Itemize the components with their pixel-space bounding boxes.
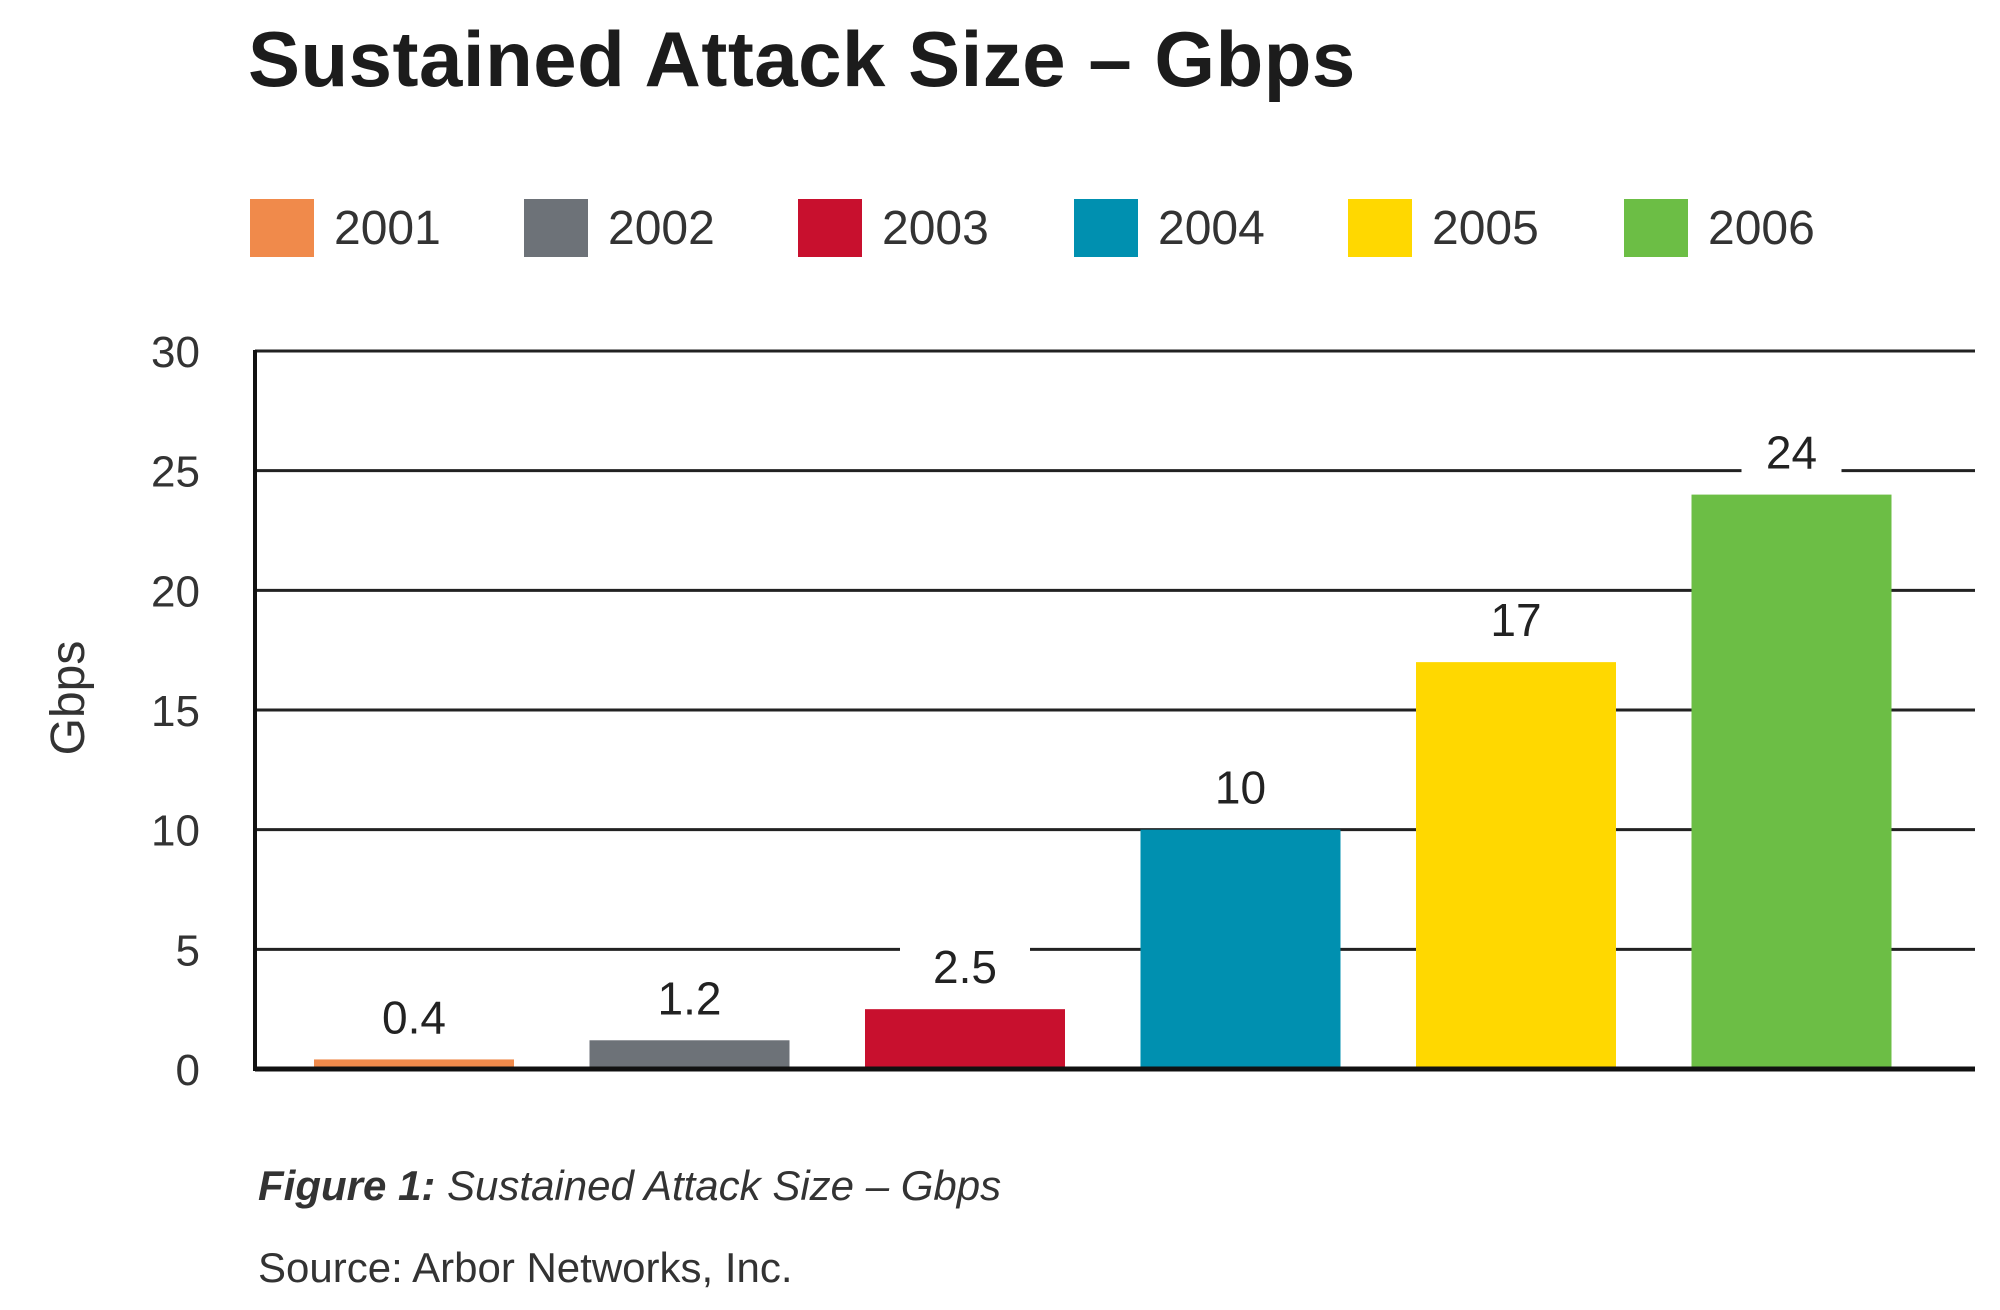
legend-label: 2004 — [1158, 201, 1265, 255]
y-tick-label: 10 — [151, 807, 200, 856]
bar-data-label: 24 — [1766, 427, 1817, 479]
legend-swatch — [524, 199, 588, 257]
bar-label-background — [624, 970, 755, 1025]
y-tick-label: 15 — [151, 687, 200, 736]
figure-number: Figure 1: — [258, 1162, 436, 1209]
y-tick-label: 0 — [176, 1046, 200, 1095]
legend-swatch — [1074, 199, 1138, 257]
y-axis-tick-labels: 0 5 10 15 20 25 30 — [151, 328, 200, 1095]
legend-swatch — [798, 199, 862, 257]
legend-label: 2005 — [1432, 201, 1539, 255]
bar-data-label: 0.4 — [382, 991, 446, 1043]
legend-item-2002: 2002 — [524, 196, 715, 260]
legend-label: 2006 — [1708, 201, 1815, 255]
bar-2001 — [314, 1059, 514, 1069]
axes — [253, 350, 1975, 1072]
legend-label: 2003 — [882, 201, 989, 255]
legend-label: 2002 — [608, 201, 715, 255]
legend-item-2004: 2004 — [1074, 196, 1265, 260]
figure-caption: Figure 1: Sustained Attack Size – Gbps — [258, 1162, 1001, 1210]
figure-caption-text: Sustained Attack Size – Gbps — [447, 1162, 1002, 1209]
bar-data-label: 2.5 — [933, 941, 997, 993]
legend-item-2003: 2003 — [798, 196, 989, 260]
gridlines — [255, 349, 1975, 951]
y-tick-label: 30 — [151, 328, 200, 377]
bar-label-background — [1466, 592, 1566, 647]
bar-2003 — [865, 1009, 1065, 1069]
bar-data-label: 17 — [1490, 594, 1541, 646]
bar-2006 — [1691, 494, 1892, 1070]
bar-chart: 0 5 10 15 20 25 30 0.4 1.2 2.5 10 17 24 Gbps — [42, 328, 1975, 1095]
legend-item-2001: 2001 — [250, 196, 441, 260]
legend-item-2005: 2005 — [1348, 196, 1539, 260]
bar-data-label: 10 — [1215, 762, 1266, 814]
y-axis-label: Gbps — [42, 641, 95, 756]
y-tick-label: 5 — [176, 926, 200, 975]
chart-legend: 2001 2002 2003 2004 2005 2006 — [250, 196, 1950, 260]
bar-2004 — [1140, 829, 1341, 1069]
bar-data-labels: 0.4 1.2 2.5 10 17 24 — [349, 424, 1842, 1044]
source-note: Source: Arbor Networks, Inc. — [258, 1244, 793, 1291]
chart-title: Sustained Attack Size – Gbps — [248, 15, 1356, 103]
bar-label-background — [900, 939, 1030, 994]
legend-label: 2001 — [334, 201, 441, 255]
legend-swatch — [1624, 199, 1688, 257]
bar-label-background — [349, 989, 479, 1044]
bars — [314, 494, 1892, 1070]
bar-2002 — [589, 1040, 790, 1069]
bar-data-label: 1.2 — [658, 972, 722, 1024]
bar-2005 — [1416, 662, 1616, 1069]
y-tick-label: 25 — [151, 448, 200, 497]
bar-label-background — [1741, 424, 1842, 479]
legend-swatch — [1348, 199, 1412, 257]
legend-swatch — [250, 199, 314, 257]
bar-label-background — [1190, 759, 1291, 814]
legend-item-2006: 2006 — [1624, 196, 1815, 260]
y-tick-label: 20 — [151, 567, 200, 616]
